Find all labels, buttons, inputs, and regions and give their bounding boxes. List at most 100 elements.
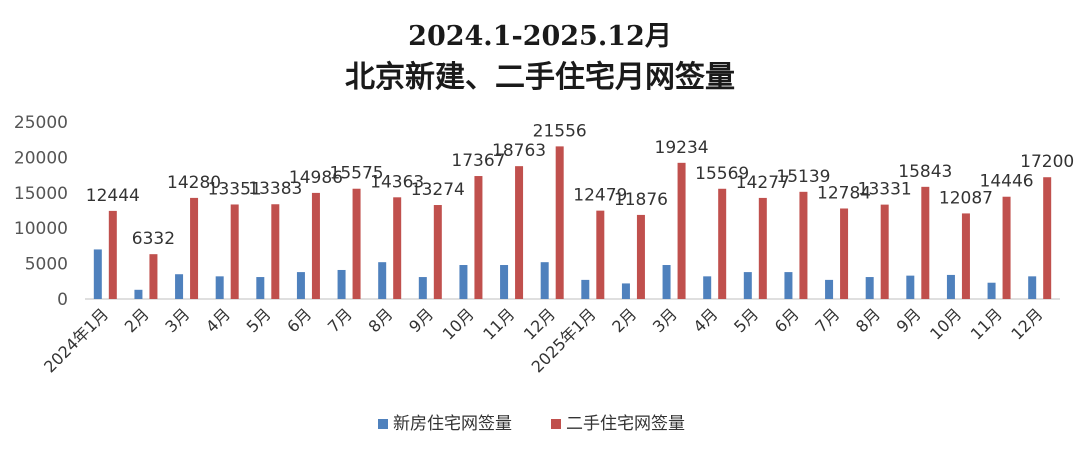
x-tick-label: 4月 <box>202 304 234 336</box>
data-label: 13331 <box>858 180 912 200</box>
bar-new-home <box>662 265 671 299</box>
bar-new-home <box>175 274 184 299</box>
legend-label-new-home: 新房住宅网签量 <box>393 414 512 434</box>
data-label: 12444 <box>86 186 140 206</box>
bar-second-hand <box>393 197 402 299</box>
bar-new-home <box>459 265 468 299</box>
bar-new-home <box>825 279 834 299</box>
bar-new-home <box>540 262 549 299</box>
bar-second-hand <box>555 146 564 299</box>
bar-second-hand <box>1043 177 1052 299</box>
y-tick-label: 5000 <box>25 255 68 275</box>
data-label: 13383 <box>248 179 302 199</box>
x-tick-label: 9月 <box>405 304 437 336</box>
bar-second-hand <box>1002 196 1011 299</box>
x-tick-label: 6月 <box>283 304 315 336</box>
bar-second-hand <box>799 191 808 299</box>
data-label: 12479 <box>573 186 627 206</box>
bar-second-hand <box>433 205 442 299</box>
x-tick-label: 5月 <box>730 304 762 336</box>
bar-new-home <box>703 276 712 299</box>
bar-second-hand <box>596 210 605 299</box>
x-tick-label: 6月 <box>771 304 803 336</box>
bar-new-home <box>621 283 630 299</box>
x-tick-label: 2月 <box>608 304 640 336</box>
bar-second-hand <box>515 166 524 299</box>
bar-new-home <box>906 275 915 299</box>
bar-second-hand <box>352 188 361 299</box>
bar-new-home <box>581 279 590 299</box>
bar-second-hand <box>961 213 970 299</box>
data-label: 12087 <box>939 188 993 208</box>
data-label: 13274 <box>411 180 465 200</box>
data-label: 14280 <box>167 173 221 193</box>
data-label: 14277 <box>736 173 790 193</box>
data-label: 17200 <box>1020 152 1074 172</box>
bar-second-hand <box>108 210 117 299</box>
bar-new-home <box>296 272 305 299</box>
bar-new-home <box>134 289 143 299</box>
bar-second-hand <box>230 204 239 299</box>
x-tick-label: 9月 <box>893 304 925 336</box>
x-tick-label: 4月 <box>690 304 722 336</box>
bar-new-home <box>337 269 346 299</box>
data-label: 14446 <box>980 172 1034 192</box>
x-tick-label: 11月 <box>967 304 1006 343</box>
x-tick-label: 7月 <box>811 304 843 336</box>
x-tick-label: 11月 <box>479 304 518 343</box>
x-tick-label: 8月 <box>852 304 884 336</box>
y-tick-label: 0 <box>57 290 68 310</box>
bar-new-home <box>256 277 265 299</box>
data-label: 21556 <box>533 121 587 141</box>
bar-new-home <box>215 276 224 299</box>
bar-new-home <box>378 262 387 299</box>
data-label: 15139 <box>776 167 830 187</box>
x-tick-label: 8月 <box>365 304 397 336</box>
y-tick-label: 25000 <box>14 113 68 133</box>
bar-new-home <box>93 249 102 299</box>
x-tick-label: 10月 <box>439 304 478 343</box>
data-label: 15575 <box>330 164 384 184</box>
data-label: 19234 <box>655 138 709 158</box>
bar-second-hand <box>677 162 686 299</box>
data-label: 15569 <box>695 164 749 184</box>
bar-new-home <box>784 272 793 299</box>
bar-new-home <box>418 277 427 299</box>
x-tick-label: 2月 <box>121 304 153 336</box>
x-tick-label: 5月 <box>243 304 275 336</box>
y-tick-label: 15000 <box>14 184 68 204</box>
legend-swatch-new-home <box>378 419 388 429</box>
bar-new-home <box>500 265 509 299</box>
chart-title-line1: 2024.1-2025.12月 <box>408 21 672 52</box>
data-label: 14363 <box>370 172 424 192</box>
data-label: 14986 <box>289 168 343 188</box>
data-label: 6332 <box>132 229 175 249</box>
legend-swatch-second-hand <box>551 419 561 429</box>
bar-new-home <box>743 272 752 299</box>
bar-second-hand <box>758 197 767 299</box>
x-tick-label: 2024年1月 <box>40 304 112 376</box>
data-label: 17367 <box>451 151 505 171</box>
bar-second-hand <box>840 208 849 299</box>
bar-new-home <box>1028 276 1037 299</box>
bar-second-hand <box>636 214 645 299</box>
y-tick-label: 10000 <box>14 219 68 239</box>
data-label: 11876 <box>614 190 668 210</box>
bar-new-home <box>987 282 996 299</box>
x-tick-label: 7月 <box>324 304 356 336</box>
bar-second-hand <box>190 197 199 299</box>
chart-title-line2: 北京新建、二手住宅月网签量 <box>345 60 735 95</box>
bar-second-hand <box>149 254 158 299</box>
x-tick-label: 12月 <box>1007 304 1046 343</box>
x-tick-label: 3月 <box>649 304 681 336</box>
data-label: 18763 <box>492 141 546 161</box>
bar-second-hand <box>311 192 320 299</box>
y-tick-label: 20000 <box>14 148 68 168</box>
bar-new-home <box>865 277 874 299</box>
legend-label-second-hand: 二手住宅网签量 <box>566 414 685 434</box>
data-label: 13351 <box>208 179 262 199</box>
bar-second-hand <box>718 188 727 299</box>
bar-second-hand <box>271 204 280 299</box>
